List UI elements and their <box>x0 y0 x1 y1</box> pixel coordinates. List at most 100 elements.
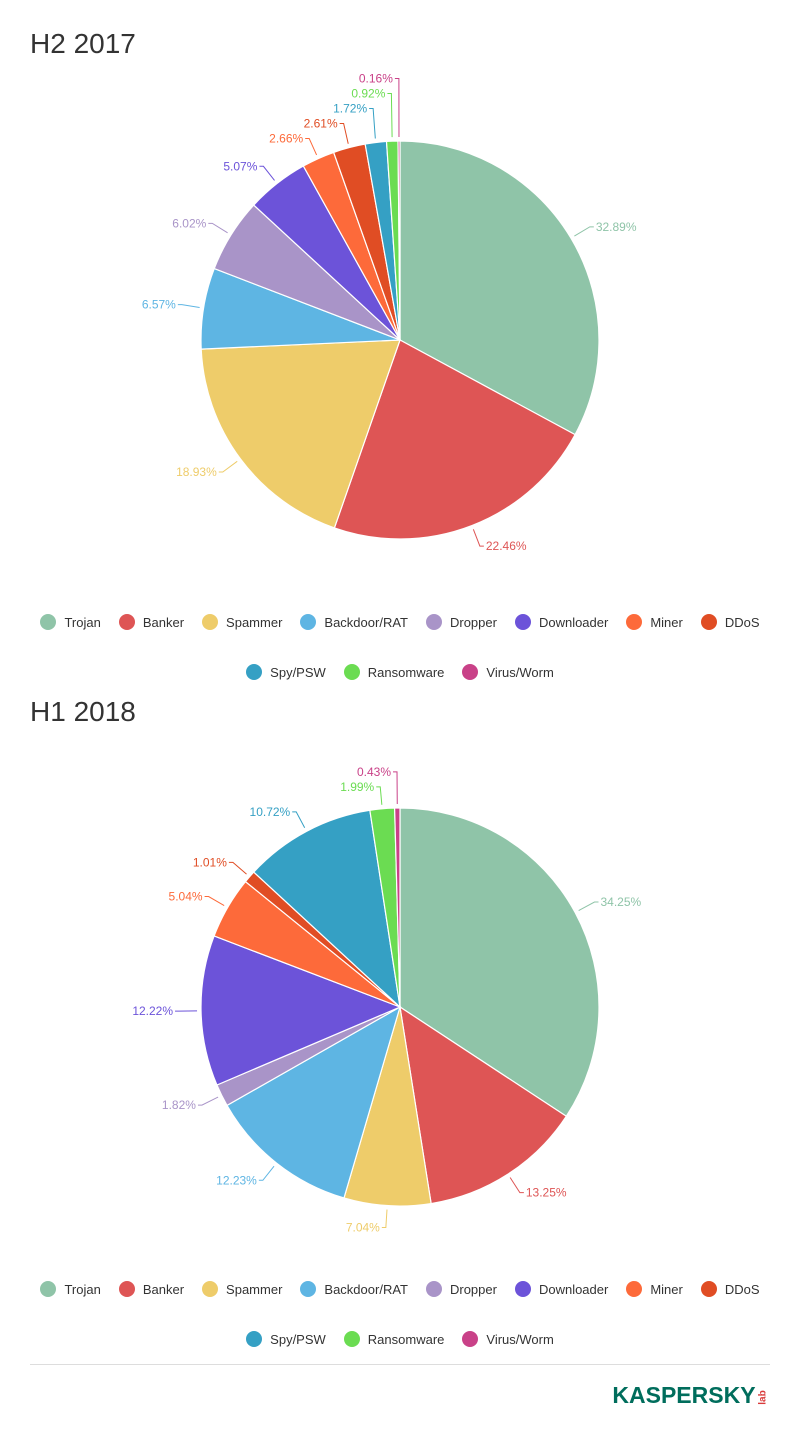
pie-chart-h2-2017: 32.89% 22.46% 18.93% 6.57% 6.02% 5.07% 2.66%2.… <box>142 72 637 554</box>
legend-item[interactable]: Downloader <box>514 613 609 631</box>
legend-item[interactable]: Ransomware <box>343 1330 445 1348</box>
legend-swatch <box>626 614 643 630</box>
legend-item[interactable]: Trojan <box>40 1280 101 1298</box>
legend-label: Ransomware <box>367 1331 445 1347</box>
legend-item[interactable]: Virus/Worm <box>462 663 554 681</box>
legend-item[interactable]: Backdoor/RAT <box>300 613 408 631</box>
legend-item[interactable]: Banker <box>118 613 185 631</box>
chart-title-h1-2018: H1 2018 <box>30 696 136 727</box>
footer-divider <box>30 1364 770 1365</box>
legend-label: Banker <box>142 614 185 630</box>
legend-swatch <box>300 1281 317 1297</box>
data-label: 32.89% <box>596 220 637 234</box>
leader-line <box>393 771 398 805</box>
legend-item[interactable]: Downloader <box>514 1280 608 1298</box>
data-label: 12.23% <box>216 1173 257 1187</box>
pie-slice-trojan <box>399 140 600 436</box>
leader-line <box>574 226 594 237</box>
leader-line <box>208 222 228 234</box>
legend-item[interactable]: Spy/PSW <box>246 663 326 681</box>
legend-item[interactable]: Dropper <box>425 1280 497 1298</box>
legend-swatch <box>462 664 479 680</box>
data-label: 1.82% <box>162 1098 196 1112</box>
legend-item[interactable]: Trojan <box>40 613 101 631</box>
data-label: 0.16% <box>359 72 393 86</box>
leader-line <box>509 1177 524 1194</box>
data-label: 1.99% <box>340 780 374 794</box>
legend-swatch <box>626 1281 643 1297</box>
pie-slice-virusworm <box>397 140 401 341</box>
legend-item[interactable]: Virus/Worm <box>462 1330 554 1348</box>
pie-chart-h1-2018: 34.25% 13.25% 7.04% 12.23% 1.82% 12.22% 5.04% 1… <box>132 765 641 1235</box>
data-label: 6.02% <box>172 216 206 230</box>
legend-swatch <box>514 614 531 630</box>
leader-line <box>292 811 306 829</box>
legend-label: Spy/PSW <box>270 664 326 680</box>
legend-swatch <box>700 1281 717 1297</box>
legend-label: Dropper <box>449 614 497 630</box>
pie-slice-backdoorrat <box>226 1005 401 1199</box>
legend-swatch <box>40 614 57 630</box>
data-label: 1.72% <box>333 102 367 116</box>
data-label: 2.61% <box>304 117 338 131</box>
legend-item[interactable]: DDoS <box>700 1280 760 1298</box>
data-label: 10.72% <box>250 805 291 819</box>
leader-line <box>228 861 247 875</box>
legend-swatch <box>343 1331 360 1347</box>
legend-item[interactable]: Spammer <box>202 1280 282 1298</box>
legend-item[interactable]: Ransomware <box>343 663 444 681</box>
legend-label: Downloader <box>538 614 609 630</box>
legend-swatch <box>246 664 263 680</box>
legend-swatch <box>514 1281 531 1297</box>
leader-line <box>218 460 238 473</box>
legend-item[interactable]: Backdoor/RAT <box>300 1280 408 1298</box>
legend-swatch <box>425 1281 442 1297</box>
legend-swatch <box>425 614 442 630</box>
data-label: 7.04% <box>346 1221 380 1235</box>
legend-item[interactable]: Spy/PSW <box>246 1330 326 1348</box>
leader-line <box>369 108 376 139</box>
legend-label: Backdoor/RAT <box>324 614 408 630</box>
data-label: 18.93% <box>176 465 217 479</box>
legend-label: Virus/Worm <box>486 1331 554 1347</box>
legend-item[interactable]: Banker <box>118 1280 184 1298</box>
leader-line <box>197 1096 219 1106</box>
legend-swatch <box>246 1331 263 1347</box>
leader-line <box>472 529 484 547</box>
leader-line <box>376 786 383 805</box>
legend-h2-2017: Trojan Banker Spammer Backdoor/RAT Dropper Do… <box>40 613 760 681</box>
leader-line <box>381 1209 388 1229</box>
pie-slice-banker <box>399 1005 568 1205</box>
pie-slice-spammer <box>200 339 401 529</box>
chart-title-h2-2017: H2 2017 <box>30 28 136 59</box>
legend-label: Dropper <box>449 1281 497 1297</box>
leader-line <box>259 165 275 181</box>
logo-sub: lab <box>757 1390 769 1405</box>
legend-item[interactable]: DDoS <box>700 613 760 631</box>
legend-label: Miner <box>650 614 683 630</box>
legend-label: DDoS <box>724 614 760 630</box>
legend-item[interactable]: Miner <box>626 613 683 631</box>
data-label: 2.66% <box>269 132 303 146</box>
data-label: 0.92% <box>351 87 385 101</box>
legend-label: Spammer <box>226 1281 283 1297</box>
leader-line <box>258 1165 275 1181</box>
legend-label: Trojan <box>64 1281 101 1297</box>
legend-swatch <box>462 1331 479 1347</box>
data-label: 0.43% <box>357 765 391 779</box>
pie-slice-banker <box>333 339 576 540</box>
kaspersky-logo: KASPERSKY lab <box>612 1382 770 1409</box>
legend-swatch <box>118 1281 135 1297</box>
data-label: 13.25% <box>526 1186 567 1200</box>
leader-line <box>204 896 225 906</box>
legend-label: Backdoor/RAT <box>324 1281 408 1297</box>
pie-slice-spypsw <box>252 809 401 1009</box>
legend-item[interactable]: Dropper <box>425 613 497 631</box>
legend-item[interactable]: Spammer <box>202 613 282 631</box>
legend-label: Spammer <box>226 614 283 630</box>
pie-slice-downloader <box>200 935 402 1086</box>
data-label: 1.01% <box>193 855 227 869</box>
legend-item[interactable]: Miner <box>626 1280 683 1298</box>
legend-swatch <box>40 1281 57 1297</box>
data-label: 12.22% <box>132 1004 173 1018</box>
